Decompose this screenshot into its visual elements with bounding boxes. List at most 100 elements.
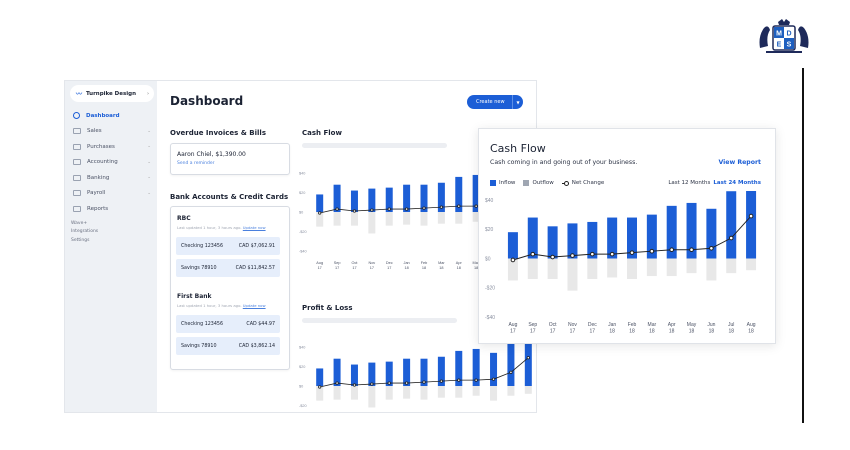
x-tick-label: May [473,261,480,265]
x-tick-year-label: 18 [728,329,734,335]
account-row[interactable]: Checking 123456 CAD $44.97 [176,315,280,333]
net-change-point [370,208,374,212]
account-amount: CAD $44.97 [246,321,275,327]
business-switcher[interactable]: 〰 Turnpike Design › [70,85,154,102]
x-tick-label: Nov [368,261,375,265]
banks-title: Bank Accounts & Credit Cards [170,193,289,201]
x-tick-label: Dec [386,261,393,265]
x-tick-year-label: 18 [422,266,426,270]
x-tick-label: Oct [549,322,557,328]
x-tick-label: Feb [628,322,637,328]
account-row[interactable]: Savings 78910 CAD $11,842.57 [176,259,280,277]
account-row[interactable]: Savings 78910 CAD $3,862.14 [176,337,280,355]
sidebar-link-settings[interactable]: Settings [71,237,90,243]
bank-updated: Last updated 1 hour, 3 hours ago. Update… [177,303,266,308]
update-now-link[interactable]: Update now [242,303,266,308]
y-tick-label: $40 [299,345,305,349]
chevron-down-icon: ⌄ [147,190,151,196]
outflow-bar [455,212,463,224]
legend-outflow[interactable]: Outflow [523,180,554,186]
legend-inflow[interactable]: Inflow [490,180,515,186]
y-tick-label: $20 [299,191,305,195]
legend-net-change[interactable]: Net Change [561,180,604,186]
net-change-point [439,205,443,209]
sidebar-item-label: Sales [87,128,102,135]
x-tick-label: Mar [438,261,445,265]
outflow-bar [706,258,717,281]
outflow-bar [316,212,324,227]
sidebar-link-wave-plus[interactable]: Wave+ [71,220,88,226]
inflow-bar [607,217,618,259]
y-tick-label: -$20 [299,230,307,234]
x-tick-year-label: 18 [748,329,754,335]
overdue-item-name: Aaron Chiel, $1,390.00 [177,151,246,158]
inflow-bar [385,187,393,212]
inflow-bar [385,361,393,386]
net-change-point [335,381,339,385]
net-change-point [491,377,496,381]
inflow-bar [490,352,498,386]
y-tick-label: $20 [485,227,494,233]
outflow-bar [385,212,393,226]
bank-name: First Bank [177,293,212,300]
net-change-point [335,207,339,211]
x-tick-year-label: 18 [629,329,635,335]
inflow-bar [403,184,411,212]
create-new-button[interactable]: Create new ▼ [467,95,523,109]
net-change-point [748,213,754,219]
range-12-months[interactable]: Last 12 Months [668,180,711,186]
view-report-link[interactable]: View Report [718,159,761,166]
x-tick-year-label: 18 [457,266,461,270]
inflow-bar [350,364,358,386]
send-reminder-link[interactable]: Send a reminder [177,161,215,166]
inflow-bar [420,184,428,212]
sidebar-item-accounting[interactable]: Accounting ⌄ [65,155,157,171]
app-window: 〰 Turnpike Design › Dashboard Sales ⌄ Pur… [64,80,537,413]
net-change-point [509,370,513,374]
sidebar-item-sales[interactable]: Sales ⌄ [65,124,157,140]
net-change-point [318,385,322,389]
bank-updated-text: Last updated 1 hour, 3 hours ago. [177,225,242,230]
sidebar-item-reports[interactable]: Reports [65,201,157,217]
net-change-point [352,383,357,387]
inflow-bar [567,223,578,259]
net-change-point [405,207,409,211]
inflow-bar [333,358,341,386]
wave-logo-icon: 〰 [76,91,83,98]
sidebar-item-label: Dashboard [86,112,120,119]
sidebar-item-payroll[interactable]: Payroll ⌄ [65,186,157,202]
range-24-months[interactable]: Last 24 Months [713,180,761,186]
cashflow-card: Cash Flow Cash coming in and going out o… [478,128,776,344]
inflow-bar [333,184,341,212]
sidebar-item-banking[interactable]: Banking ⌄ [65,170,157,186]
range-selector: Last 12 Months Last 24 Months [668,180,761,186]
net-change-point [387,207,391,211]
x-tick-year-label: 17 [530,329,536,335]
update-now-link[interactable]: Update now [242,225,266,230]
logo-letter-m: M [776,31,782,38]
y-tick-label: $40 [485,198,494,204]
sales-icon [73,128,81,135]
account-row[interactable]: Checking 123456 CAD $7,062.91 [176,237,280,255]
inflow-bar [686,202,697,259]
chevron-down-icon[interactable]: ▼ [512,95,523,109]
chevron-down-icon: ⌄ [147,175,151,181]
x-tick-label: Dec [588,322,597,328]
outflow-bar [726,258,737,274]
account-name: Savings 78910 [181,343,217,349]
net-change-point [318,211,322,215]
net-change-point [609,251,615,257]
sidebar-item-label: Payroll [87,190,106,197]
net-change-point [370,382,374,386]
outflow-bar [368,386,376,408]
sidebar-item-dashboard[interactable]: Dashboard [65,108,157,124]
account-name: Checking 123456 [181,321,224,327]
x-tick-year-label: 17 [570,329,576,335]
inflow-bar [472,174,480,212]
net-change-point [422,380,426,384]
sidebar-link-integrations[interactable]: Integrations [71,229,99,234]
y-tick-label: $0 [299,384,303,388]
x-tick-year-label: 17 [387,266,391,270]
sidebar-item-purchases[interactable]: Purchases ⌄ [65,139,157,155]
x-tick-label: May [687,322,697,328]
